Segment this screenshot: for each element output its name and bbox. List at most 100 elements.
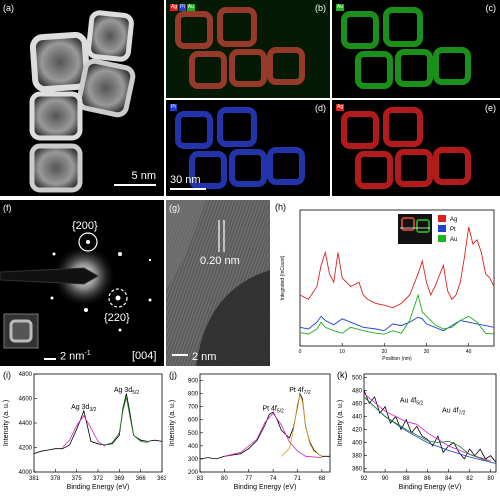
- plot-frame: [299, 209, 495, 347]
- panel-label-d: (d): [315, 103, 326, 113]
- panel-label-f: (f): [3, 203, 12, 213]
- series-line-fit-ag3d5-2: [104, 397, 148, 446]
- series-line-fit-ag3d3-2: [62, 414, 106, 448]
- x-tick-label: 375: [72, 476, 83, 482]
- line-profile-chart: 0 10 20 30 40 Position (nm) Integrated (InCoun…: [275, 202, 495, 362]
- element-legend-b: Ag Pt Au: [170, 4, 195, 11]
- ring-220: [108, 288, 128, 308]
- scale-bar-f: [44, 358, 56, 360]
- x-tick-label: 372: [93, 476, 104, 482]
- ag-map: [341, 107, 471, 189]
- y-tick-label: 4000: [19, 470, 33, 476]
- scale-bar-label-f: 2 nm-1: [60, 350, 91, 363]
- ring-200: [78, 232, 98, 252]
- chip-pt: Pt: [179, 4, 186, 11]
- y-tick-label: 420: [352, 428, 363, 434]
- y-axis-label: Intensity (a. u.): [337, 400, 344, 446]
- pt-map: [175, 107, 305, 189]
- x-tick-label: 366: [136, 476, 147, 482]
- y-tick-label: 4200: [19, 446, 33, 452]
- panel-label: (j): [169, 370, 177, 380]
- peak-label: Ag 3d5/2: [114, 387, 139, 396]
- y-tick-label: 300: [188, 457, 199, 463]
- chip-ag-e: Ag: [336, 104, 345, 111]
- legend-swatch-au: [438, 235, 446, 242]
- y-tick-label: 700: [188, 405, 199, 411]
- panel-k-xps-au: 92 90 88 86 84 82 80 360 380 400 420 440 460 480 500 Bi…: [334, 368, 500, 496]
- y-tick-label: 360: [352, 467, 363, 473]
- x-axis-label: Binding Energy (eV): [67, 484, 130, 491]
- scale-bar-g: [172, 354, 188, 356]
- x-tick-label: 68: [319, 476, 326, 482]
- beam-stopper: [0, 267, 100, 285]
- legend-label-au: Au: [450, 237, 457, 243]
- y-tick-label: 600: [188, 418, 199, 424]
- x-tick-label: 80: [221, 476, 228, 482]
- legend-swatch-ag: [438, 215, 446, 222]
- x-tick-label: 369: [114, 476, 125, 482]
- xps-pt-chart: 83 80 77 74 71 68 200 300 400 500 600 700 800 900 Bind…: [169, 370, 331, 491]
- x-tick-label: 71: [294, 476, 301, 482]
- inset-cube: [401, 217, 415, 231]
- chip-pt-d: Pt: [170, 104, 177, 111]
- series-line-ag: [299, 226, 495, 309]
- panel-label-a: (a): [3, 3, 14, 13]
- panel-label: (i): [3, 370, 11, 380]
- xps-au-chart: 92 90 88 86 84 82 80 360 380 400 420 440 460 480 500 Bi…: [337, 370, 497, 491]
- series-line-fit-au4f7-2: [363, 396, 491, 463]
- y-tick-label: 480: [352, 388, 363, 394]
- series-line-raw: [363, 390, 497, 463]
- zone-axis-label: [004]: [132, 350, 157, 362]
- x-tick-label: 0: [299, 349, 302, 355]
- panel-label-g: (g): [169, 203, 180, 213]
- element-legend-c: Au: [336, 4, 345, 11]
- x-tick-label: 30: [424, 349, 430, 355]
- peak-label: Pt 4f7/2: [289, 387, 311, 396]
- y-tick-label: 500: [352, 375, 363, 381]
- nanocube-3: [76, 58, 136, 118]
- panel-g-hrtem: (g) 0.20 nm 2 nm: [166, 200, 270, 366]
- y-tick-label: 400: [352, 441, 363, 447]
- series-line-fit-pt4f7-2: [281, 393, 323, 457]
- x-tick-label: 378: [50, 476, 61, 482]
- x-tick-label: 74: [270, 476, 277, 482]
- legend-swatch-pt: [438, 225, 446, 232]
- y-tick-label: 200: [188, 470, 199, 476]
- x-tick-label: 381: [29, 476, 40, 482]
- plot-frame: [33, 373, 163, 473]
- hrtem-image: [166, 200, 270, 366]
- nanocube-image: [29, 10, 136, 193]
- chip-au-c: Au: [336, 4, 345, 11]
- panel-j-xps-pt: 83 80 77 74 71 68 200 300 400 500 600 700 800 900 Bind…: [166, 368, 334, 496]
- series-line-au: [299, 293, 495, 335]
- panel-c-au-map: Au (c): [332, 0, 500, 98]
- plot-frame: [363, 373, 497, 473]
- x-tick-label: 363: [157, 476, 166, 482]
- x-tick-label: 80: [487, 476, 494, 482]
- x-axis-label: Binding Energy (eV): [399, 484, 462, 491]
- panel-d-pt-map: Pt (d) 30 nm: [166, 100, 330, 196]
- y-tick-label: 900: [188, 379, 199, 385]
- y-tick-label: 4600: [19, 397, 33, 403]
- label-220: {220}: [104, 312, 130, 324]
- series-line-raw: [33, 393, 163, 454]
- x-tick-label: 40: [466, 349, 472, 355]
- element-legend-e: Ag: [336, 104, 345, 111]
- panel-label: (k): [337, 370, 348, 380]
- x-axis-label: Binding Energy (eV): [234, 484, 297, 491]
- peak-label: Au 4f7/2: [442, 407, 466, 416]
- profile-inset: [398, 214, 432, 244]
- x-axis-label: Position (nm): [382, 356, 412, 362]
- y-axis-label: Integrated (InCount): [280, 255, 286, 300]
- nanocube-5: [29, 143, 83, 193]
- x-tick-label: 90: [382, 476, 389, 482]
- panel-i-xps-ag: 381 378 375 372 369 366 363 4000 4200 4400 4600 480…: [0, 368, 166, 496]
- y-axis-label: Intensity (a. u.): [3, 400, 10, 446]
- inset-cube: [416, 219, 430, 233]
- peak-label: Ag 3d3/2: [71, 404, 96, 413]
- x-tick-label: 92: [361, 476, 368, 482]
- scale-bar-b: [170, 188, 206, 190]
- series-line-fit-au4f5-2: [363, 393, 491, 462]
- nanocube-1: [29, 31, 91, 93]
- panel-e-ag-map: Ag (e): [332, 100, 500, 196]
